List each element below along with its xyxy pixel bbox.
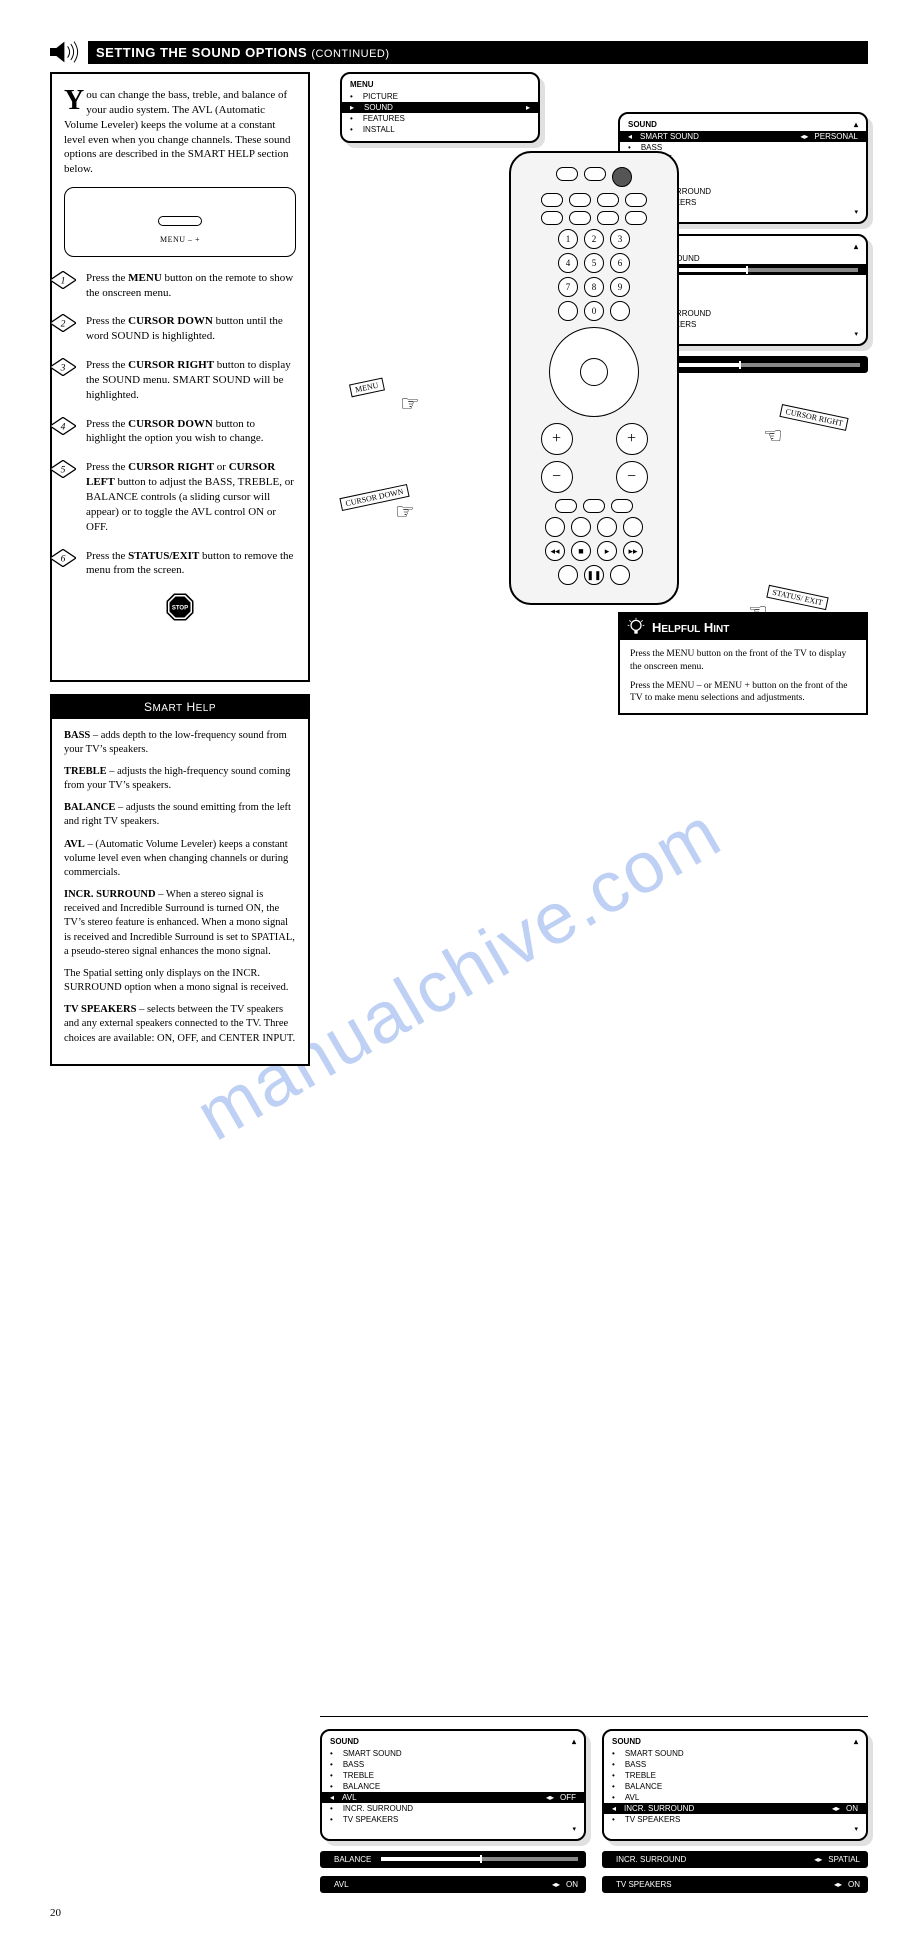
- steps-box: You can change the bass, treble, and bal…: [50, 72, 310, 682]
- osd-row: FEATURES: [342, 113, 538, 124]
- svg-text:STOP: STOP: [172, 605, 188, 611]
- help-text-1: Press the MENU button on the front of th…: [630, 648, 856, 674]
- smart-help-box: SMART HELP BASS – adds depth to the low-…: [50, 694, 310, 1066]
- step-4: 4Press the CURSOR DOWN button to highlig…: [86, 417, 296, 447]
- callout-cursor-right: CURSOR RIGHT: [779, 404, 849, 431]
- osd-row: INSTALL: [342, 124, 538, 135]
- help-text-2: Press the MENU – or MENU + button on the…: [630, 680, 856, 706]
- osd-main-menu: MENU PICTURESOUND▸FEATURESINSTALL: [340, 72, 540, 143]
- osd-row: SMART SOUND: [604, 1748, 866, 1759]
- hand-icon: ☞: [395, 499, 415, 525]
- osd-sound-avl: SOUND▴ SMART SOUNDBASSTREBLEBALANCEAVL◂▸…: [320, 1729, 586, 1841]
- front-panel-label: MENU – +: [65, 235, 295, 246]
- menu-slot-icon: [158, 216, 202, 226]
- smart-help-para: TV SPEAKERS – selects between the TV spe…: [64, 1003, 296, 1046]
- osd-row: SMART SOUND: [322, 1748, 584, 1759]
- callout-menu: MENU: [349, 378, 385, 398]
- osd-row: BALANCE: [322, 1781, 584, 1792]
- smart-help-para: TREBLE – adjusts the high-frequency soun…: [64, 765, 296, 793]
- smart-help-para: The Spatial setting only displays on the…: [64, 967, 296, 995]
- osd-row: BALANCE: [604, 1781, 866, 1792]
- hand-icon: ☞: [763, 423, 783, 449]
- intro-text: You can change the bass, treble, and bal…: [64, 88, 296, 177]
- snip-avl-on: AVLON: [320, 1876, 586, 1893]
- helpful-hint-box: HELPFUL HINT Press the MENU button on th…: [618, 612, 868, 715]
- osd-row: TV SPEAKERS: [604, 1814, 866, 1825]
- svg-text:1: 1: [61, 276, 66, 286]
- snip-balance: BALANCE: [320, 1851, 586, 1868]
- svg-text:6: 6: [61, 554, 66, 564]
- osd-row: TREBLE: [322, 1770, 584, 1781]
- smart-help-para: BASS – adds depth to the low-frequency s…: [64, 729, 296, 757]
- svg-text:5: 5: [61, 466, 66, 476]
- lightbulb-icon: [626, 617, 646, 637]
- step-5: 5Press the CURSOR RIGHT or CURSOR LEFT b…: [86, 460, 296, 534]
- step-3: 3Press the CURSOR RIGHT button to displa…: [86, 358, 296, 403]
- smart-help-para: AVL – (Automatic Volume Leveler) keeps a…: [64, 838, 296, 881]
- osd-row: AVL◂▸OFF: [322, 1792, 584, 1803]
- osd-sound-incr: SOUND▴ SMART SOUNDBASSTREBLEBALANCEAVLIN…: [602, 1729, 868, 1841]
- smart-help-title: SMART HELP: [52, 696, 308, 719]
- page-number: 20: [50, 1907, 868, 1919]
- callout-status-exit: STATUS/ EXIT: [766, 585, 829, 610]
- osd-row: AVL: [604, 1792, 866, 1803]
- osd-row: SMART SOUND◂▸PERSONAL: [620, 131, 866, 142]
- osd-row: INCR. SURROUND: [322, 1803, 584, 1814]
- speaker-icon: [50, 40, 82, 64]
- osd-row: INCR. SURROUND◂▸ON: [604, 1803, 866, 1814]
- title-text: SETTING THE SOUND OPTIONS (CONTINUED): [96, 45, 390, 60]
- step-2: 2Press the CURSOR DOWN button until the …: [86, 314, 296, 344]
- title-bar: SETTING THE SOUND OPTIONS (CONTINUED): [88, 41, 868, 64]
- helpful-hint-title: HELPFUL HINT: [652, 620, 729, 635]
- step-number-icon: 1: [50, 271, 76, 289]
- step-number-icon: 2: [50, 314, 76, 332]
- stop-icon: STOP: [165, 592, 195, 622]
- osd-row: PICTURE: [342, 91, 538, 102]
- front-panel-diagram: MENU – +: [64, 187, 296, 257]
- smart-help-para: INCR. SURROUND – When a stereo signal is…: [64, 888, 296, 959]
- svg-text:2: 2: [61, 320, 66, 330]
- svg-text:4: 4: [61, 422, 66, 432]
- step-number-icon: 6: [50, 549, 76, 567]
- smart-help-para: BALANCE – adjusts the sound emitting fro…: [64, 801, 296, 829]
- osd-row: BASS: [604, 1759, 866, 1770]
- section-divider: [320, 1716, 868, 1717]
- osd-row: BASS: [322, 1759, 584, 1770]
- osd-row: TREBLE: [604, 1770, 866, 1781]
- hand-icon: ☞: [400, 391, 420, 417]
- page-header: SETTING THE SOUND OPTIONS (CONTINUED): [50, 40, 868, 64]
- step-6: 6Press the STATUS/EXIT button to remove …: [86, 549, 296, 579]
- osd-row: SOUND▸: [342, 102, 538, 113]
- snip-incr-spatial: INCR. SURROUNDSPATIAL: [602, 1851, 868, 1868]
- step-number-icon: 5: [50, 460, 76, 478]
- step-1: 1Press the MENU button on the remote to …: [86, 271, 296, 301]
- snip-tv-speakers: TV SPEAKERSON: [602, 1876, 868, 1893]
- step-number-icon: 3: [50, 358, 76, 376]
- svg-text:3: 3: [60, 364, 66, 374]
- step-number-icon: 4: [50, 417, 76, 435]
- osd-row: TV SPEAKERS: [322, 1814, 584, 1825]
- osd-main-title: MENU: [342, 74, 538, 91]
